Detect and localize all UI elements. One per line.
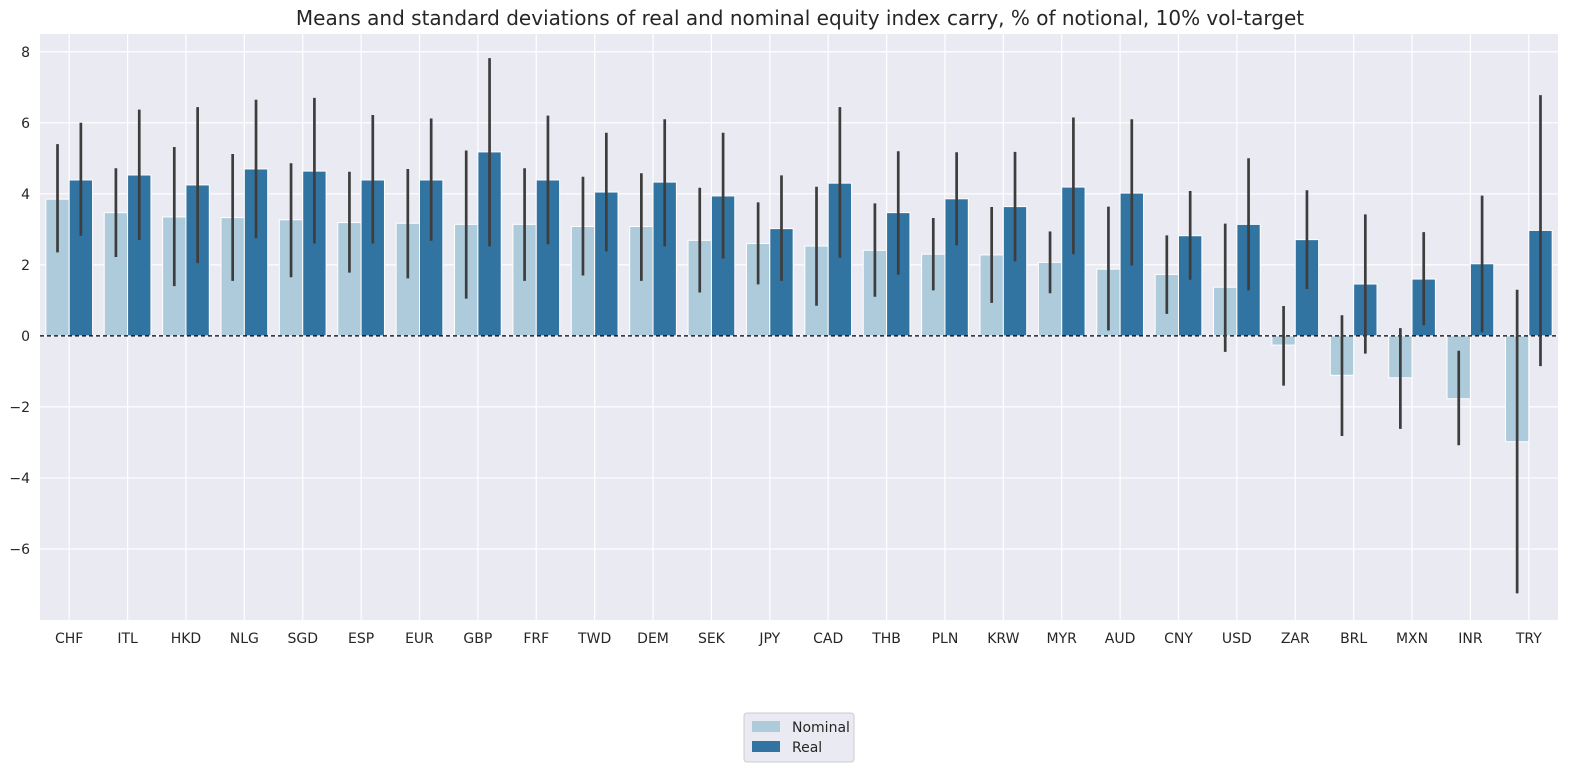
y-tick-label: 2 bbox=[21, 258, 30, 274]
x-tick-label: SGD bbox=[287, 631, 318, 647]
legend-label-real: Real bbox=[792, 740, 822, 756]
x-tick-label: CAD bbox=[813, 631, 843, 647]
x-tick-label: DEM bbox=[637, 631, 669, 647]
x-tick-label: MYR bbox=[1047, 631, 1078, 647]
y-tick-label: −6 bbox=[9, 542, 30, 558]
x-tick-label: TRY bbox=[1515, 631, 1542, 647]
legend-label-nominal: Nominal bbox=[792, 720, 850, 736]
y-tick-label: −2 bbox=[9, 400, 30, 416]
x-tick-label: ZAR bbox=[1281, 631, 1310, 647]
x-tick-label: ITL bbox=[117, 631, 138, 647]
y-tick-labels: −6 −4 −2 0 2 4 6 8 bbox=[9, 45, 30, 558]
error-bars bbox=[56, 58, 1542, 594]
y-tick-label: 0 bbox=[21, 329, 30, 345]
x-tick-labels: CHF ITL HKD NLG SGD ESP EUR GBP FRF TWD DEM SEK JPY C… bbox=[55, 631, 1542, 647]
x-tick-label: CNY bbox=[1164, 631, 1193, 647]
legend-swatch-real bbox=[752, 741, 780, 752]
x-tick-label: KRW bbox=[987, 631, 1019, 647]
x-tick-label: ESP bbox=[348, 631, 374, 647]
x-tick-label: NLG bbox=[230, 631, 259, 647]
x-tick-label: BRL bbox=[1340, 631, 1367, 647]
x-tick-label: INR bbox=[1458, 631, 1483, 647]
x-tick-label: FRF bbox=[523, 631, 549, 647]
x-tick-label: EUR bbox=[405, 631, 434, 647]
x-tick-label: USD bbox=[1222, 631, 1252, 647]
x-tick-label: THB bbox=[871, 631, 901, 647]
y-tick-label: 4 bbox=[21, 187, 30, 203]
x-tick-label: AUD bbox=[1105, 631, 1136, 647]
x-tick-label: TWD bbox=[577, 631, 611, 647]
x-tick-label: MXN bbox=[1396, 631, 1428, 647]
x-tick-label: PLN bbox=[932, 631, 959, 647]
y-tick-label: −4 bbox=[9, 471, 30, 487]
x-tick-label: CHF bbox=[55, 631, 83, 647]
y-tick-label: 6 bbox=[21, 116, 30, 132]
y-tick-label: 8 bbox=[21, 45, 30, 61]
x-tick-label: GBP bbox=[463, 631, 492, 647]
chart-title: Means and standard deviations of real an… bbox=[296, 6, 1304, 30]
legend: Nominal Real bbox=[743, 712, 855, 763]
bars bbox=[45, 151, 1553, 443]
x-tick-label: HKD bbox=[171, 631, 202, 647]
x-tick-label: JPY bbox=[758, 631, 780, 647]
x-tick-label: SEK bbox=[698, 631, 726, 647]
legend-swatch-nominal bbox=[752, 721, 780, 732]
